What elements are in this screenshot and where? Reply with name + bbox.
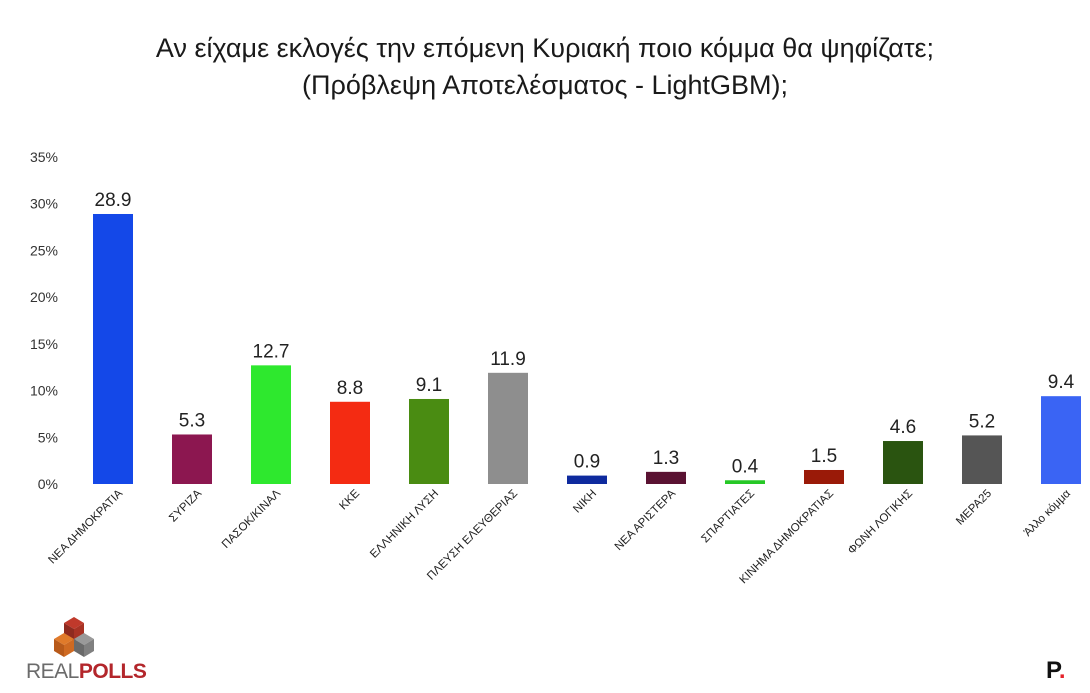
bar	[962, 435, 1002, 484]
realpolls-wordmark: REALPOLLS	[26, 660, 147, 684]
bar	[883, 441, 923, 484]
data-label: 11.9	[490, 349, 526, 370]
x-tick-label: ΝΕΑ ΑΡΙΣΤΕΡΑ	[613, 487, 679, 553]
y-tick-label: 35%	[30, 149, 58, 165]
y-tick-label: 30%	[30, 196, 58, 212]
x-tick-label: ΕΛΛΗΝΙΚΗ ΛΥΣΗ	[368, 488, 441, 561]
data-label: 1.5	[811, 446, 837, 467]
y-tick-label: 0%	[38, 476, 58, 492]
data-label: 28.9	[95, 190, 132, 211]
y-tick-label: 10%	[30, 383, 58, 399]
x-tick-label: ΚΚΕ	[337, 487, 362, 512]
title-line-1: Αν είχαμε εκλογές την επόμενη Κυριακή πο…	[155, 33, 935, 63]
y-tick-label: 15%	[30, 336, 58, 352]
x-tick-label: ΝΙΚΗ	[571, 488, 599, 516]
data-label: 4.6	[890, 417, 916, 438]
x-tick-label: ΠΛΕΥΣΗ ΕΛΕΥΘΕΡΙΑΣ	[425, 488, 520, 583]
bar	[172, 434, 212, 484]
x-tick-label: Άλλο κόμμα	[1022, 487, 1074, 539]
bar	[1041, 396, 1081, 484]
data-label: 12.7	[253, 341, 290, 362]
data-label: 0.4	[732, 456, 759, 477]
bar	[409, 398, 449, 484]
data-label: 5.3	[179, 410, 205, 431]
y-tick-label: 20%	[30, 289, 58, 305]
x-tick-label: ΣΥΡΙΖΑ	[167, 487, 204, 524]
bar	[725, 480, 765, 484]
logo-polls-text: POLLS	[78, 660, 147, 683]
x-tick-label: ΜΕΡΑ25	[954, 488, 994, 528]
x-tick-label: ΠΑΣΟΚ/ΚΙΝΑΛ	[220, 487, 283, 550]
title-line-2: (Πρόβλεψη Αποτελέσματος - LightGBM);	[301, 70, 788, 100]
x-tick-label: ΣΠΑΡΤΙΑΤΕΣ	[699, 488, 757, 546]
y-tick-label: 5%	[38, 429, 58, 445]
x-tick-label: ΦΩΝΗ ΛΟΓΙΚΗΣ	[846, 488, 915, 557]
bar	[567, 475, 607, 484]
data-label: 0.9	[574, 452, 600, 473]
data-label: 5.2	[969, 411, 995, 432]
brand-letter: P	[1046, 657, 1059, 684]
bar	[646, 471, 686, 484]
logo-real-text: REAL	[26, 660, 79, 683]
x-tick-label: ΝΕΑ ΔΗΜΟΚΡΑΤΙΑ	[46, 487, 125, 566]
data-label: 8.8	[337, 378, 363, 399]
bar	[251, 365, 291, 484]
brand-logo: P.	[1046, 657, 1066, 685]
brand-dot: .	[1058, 657, 1066, 684]
y-tick-label: 25%	[30, 242, 58, 258]
data-label: 9.1	[416, 375, 442, 396]
realpolls-logo-icon	[54, 617, 94, 657]
bar	[488, 372, 528, 484]
bar	[93, 213, 133, 484]
bar	[330, 401, 370, 484]
data-label: 9.4	[1048, 372, 1075, 393]
chart-title: Αν είχαμε εκλογές την επόμενη Κυριακή πο…	[0, 30, 1090, 104]
x-tick-label: ΚΙΝΗΜΑ ΔΗΜΟΚΡΑΤΙΑΣ	[738, 488, 837, 587]
bar	[804, 469, 844, 484]
data-label: 1.3	[653, 448, 679, 469]
